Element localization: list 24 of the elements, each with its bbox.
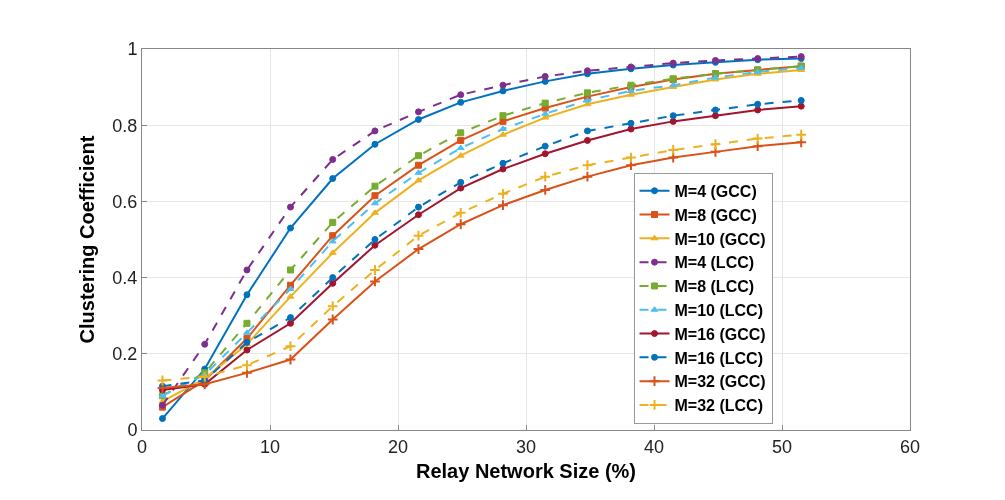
y-tick-label: 1 — [127, 39, 138, 60]
x-tick-label: 10 — [259, 436, 281, 457]
x-tick-label: 40 — [643, 436, 665, 457]
x-tick-label: 20 — [387, 436, 409, 457]
legend-label: M=16 (GCC) — [674, 325, 766, 343]
legend-label: M=8 (GCC) — [674, 206, 757, 224]
x-tick-label: 30 — [515, 436, 537, 457]
x-axis-title: Relay Network Size (%) — [415, 460, 637, 483]
y-tick-label: 0.6 — [112, 191, 138, 212]
y-tick-label: 0.8 — [112, 115, 138, 136]
legend-label: M=10 (LCC) — [674, 301, 763, 319]
x-tick-label: 50 — [771, 436, 793, 457]
legend-label: M=16 (LCC) — [674, 349, 763, 367]
y-tick-label: 0.2 — [112, 344, 138, 365]
legend-label: M=4 (GCC) — [674, 182, 757, 200]
legend-label: M=10 (GCC) — [674, 230, 766, 248]
legend-label: M=32 (LCC) — [674, 397, 763, 415]
legend-label: M=32 (GCC) — [674, 373, 766, 391]
y-tick-label: 0.4 — [112, 267, 138, 288]
y-axis-title: Clustering Coefficient — [75, 135, 98, 344]
y-tick-label: 0 — [127, 420, 138, 441]
x-tick-label: 60 — [899, 436, 921, 457]
legend-label: M=4 (LCC) — [674, 254, 755, 272]
legend-label: M=8 (LCC) — [674, 278, 755, 296]
